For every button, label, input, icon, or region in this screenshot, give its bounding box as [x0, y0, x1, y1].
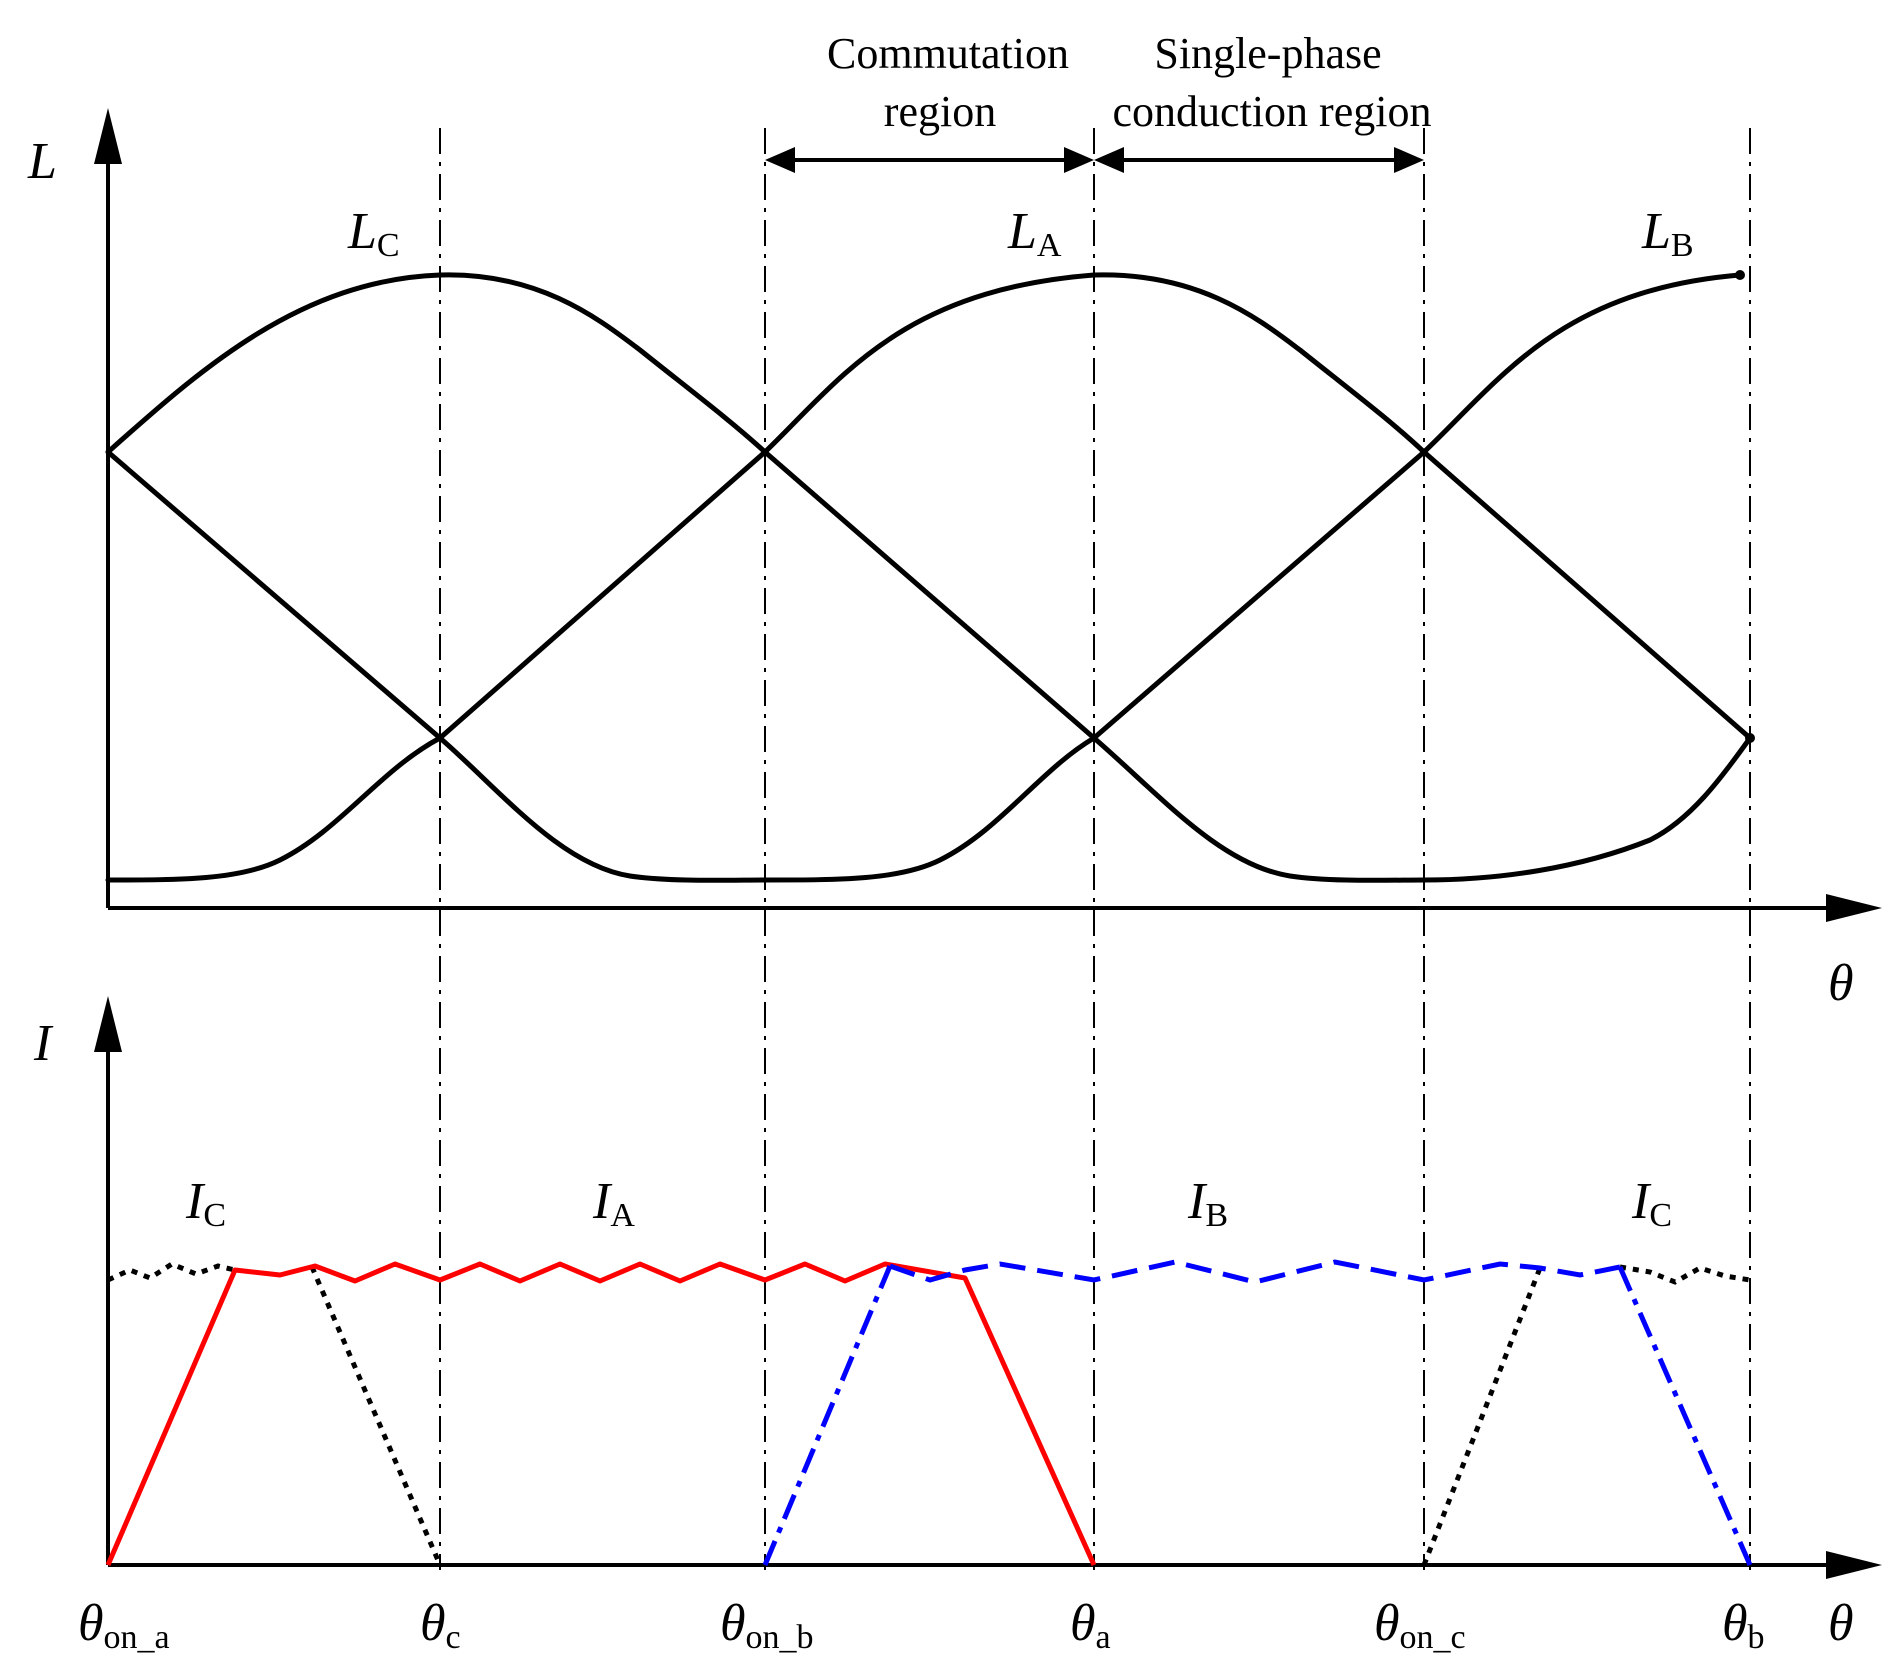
curve-endpoint-lb	[1735, 270, 1745, 280]
label-la-main: L	[1007, 203, 1037, 260]
current-ic-rise	[1421, 1267, 1543, 1566]
bottom-y-arrow-icon	[94, 996, 122, 1052]
label-ia-sub: A	[610, 1197, 635, 1234]
angle-label-theta-c: θc	[420, 1595, 461, 1656]
label-lc: LC	[347, 203, 400, 264]
curve-endpoint-right	[1745, 733, 1755, 743]
label-ia: IA	[592, 1173, 635, 1234]
single-phase-label-line2: conduction region	[1113, 87, 1432, 136]
angle-theta-a-main: θ	[1070, 1595, 1096, 1652]
label-ib: IB	[1187, 1173, 1228, 1234]
angle-label-theta-a: θa	[1070, 1595, 1111, 1656]
top-x-arrow-icon	[1826, 894, 1882, 922]
angle-theta-on-c-main: θ	[1374, 1595, 1400, 1652]
label-ic-left-sub: C	[203, 1197, 226, 1234]
top-x-axis-label: θ	[1828, 955, 1854, 1012]
single-phase-arrow-right-icon	[1394, 147, 1424, 173]
label-ib-sub: B	[1205, 1197, 1228, 1234]
label-la: LA	[1007, 203, 1062, 264]
label-ic-left-main: I	[185, 1173, 206, 1230]
top-y-arrow-icon	[94, 108, 122, 164]
top-y-axis-label: L	[27, 133, 57, 190]
angle-theta-b-sub: b	[1748, 1619, 1765, 1656]
current-ic-end	[1619, 1264, 1751, 1285]
angle-theta-on-a-sub: on_a	[104, 1619, 170, 1656]
label-lb-sub: B	[1671, 227, 1694, 264]
top-labels: L θ LC LA LB	[27, 133, 1854, 1012]
current-ib-decay	[1617, 1266, 1753, 1566]
single-phase-label-line1: Single-phase	[1154, 29, 1381, 78]
current-waveforms	[105, 1259, 1753, 1567]
current-ib	[762, 1265, 893, 1566]
bottom-axes	[94, 996, 1882, 1579]
label-lc-main: L	[347, 203, 377, 260]
inductance-curve-lc	[105, 272, 1753, 883]
angle-theta-on-a-main: θ	[78, 1595, 104, 1652]
label-ic-right-sub: C	[1649, 1197, 1672, 1234]
current-ic-decay	[309, 1266, 443, 1566]
angle-label-theta-b: θb	[1722, 1595, 1765, 1656]
angle-theta-on-c-sub: on_c	[1400, 1619, 1466, 1656]
angle-label-theta-on-a: θon_a	[78, 1595, 170, 1656]
top-axes	[94, 108, 1882, 922]
angle-label-theta-on-c: θon_c	[1374, 1595, 1466, 1656]
label-ic-left: IC	[185, 1173, 226, 1234]
reference-lines	[439, 128, 1751, 1570]
bottom-x-arrow-icon	[1826, 1551, 1882, 1579]
bottom-x-axis-label: θ	[1828, 1595, 1854, 1652]
current-ic-start	[106, 1261, 236, 1283]
angle-label-theta-on-b: θon_b	[720, 1595, 814, 1656]
commutation-arrow-left-icon	[765, 147, 795, 173]
label-ic-right-main: I	[1631, 1173, 1652, 1230]
angle-theta-on-b-main: θ	[720, 1595, 746, 1652]
current-ib-flat	[889, 1259, 1621, 1285]
single-phase-arrow-left-icon	[1094, 147, 1124, 173]
inductance-curves	[105, 270, 1755, 883]
label-ic-right: IC	[1631, 1173, 1672, 1234]
label-lb: LB	[1641, 203, 1694, 264]
label-ia-main: I	[592, 1173, 613, 1230]
commutation-label-line1: Commutation	[827, 29, 1069, 78]
label-lc-sub: C	[377, 227, 400, 264]
angle-theta-a-sub: a	[1096, 1619, 1111, 1656]
commutation-arrow-right-icon	[1064, 147, 1094, 173]
inductance-curve-lb	[105, 272, 1743, 883]
angle-theta-c-sub: c	[446, 1619, 461, 1656]
current-ia	[105, 1261, 1097, 1567]
label-lb-main: L	[1641, 203, 1671, 260]
bottom-labels: I IC IA IB IC θon_a θc θon_b θa θon_c θb…	[33, 1015, 1854, 1656]
bottom-y-axis-label: I	[33, 1015, 54, 1072]
angle-theta-on-b-sub: on_b	[746, 1619, 814, 1656]
label-la-sub: A	[1037, 227, 1062, 264]
angle-theta-b-main: θ	[1722, 1595, 1748, 1652]
label-ib-main: I	[1187, 1173, 1208, 1230]
region-markers: Commutation region Single-phase conducti…	[765, 29, 1431, 173]
inductance-curve-la	[105, 272, 1753, 883]
angle-theta-c-main: θ	[420, 1595, 446, 1652]
commutation-label-line2: region	[884, 87, 996, 136]
